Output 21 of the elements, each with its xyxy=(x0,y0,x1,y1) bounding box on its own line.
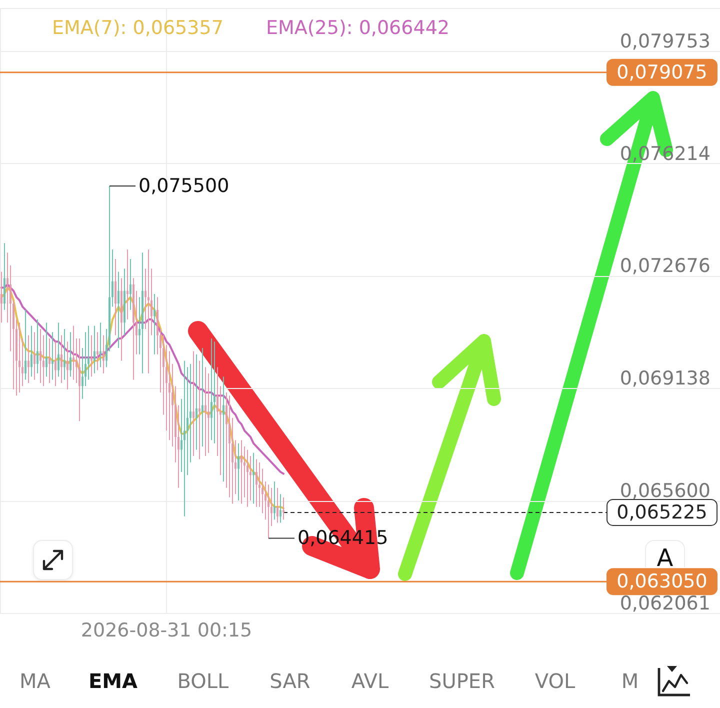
y-tick-label: 0,069138 xyxy=(620,368,710,390)
text-button: A xyxy=(645,540,685,567)
y-tick-label: 0,072676 xyxy=(620,255,710,278)
indicator-label: EMA xyxy=(88,669,138,693)
indicator-label: AVL xyxy=(351,669,389,693)
y-tick-label: 0,079753 xyxy=(620,30,710,52)
y-tick-label: 0,065600 xyxy=(620,480,710,502)
ref-line-label: 0,065225 xyxy=(616,501,708,524)
x-tick-label: 2026-08-31 00:15 xyxy=(80,620,252,642)
annotation: 0,075500 xyxy=(138,174,230,197)
indicator-label: BOLL xyxy=(177,669,229,693)
indicator-label: VOL xyxy=(534,669,576,693)
text: EMA(25): 0,066442 xyxy=(266,16,450,39)
text: EMA(7): 0,065357 xyxy=(52,16,224,39)
ref-line-label: 0,079075 xyxy=(616,61,708,84)
indicator-label: MA xyxy=(20,669,50,693)
y-tick-label: 0,062061 xyxy=(620,592,710,614)
ref-line-label: 0,063050 xyxy=(616,570,708,593)
indicator-label: SAR xyxy=(270,669,310,693)
indicator-label: SUPER xyxy=(429,669,495,693)
indicator-label: M xyxy=(621,669,639,693)
